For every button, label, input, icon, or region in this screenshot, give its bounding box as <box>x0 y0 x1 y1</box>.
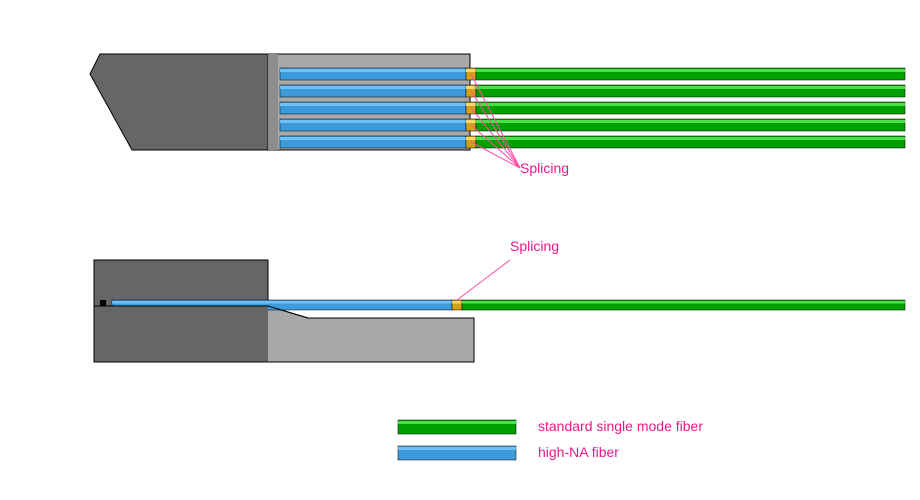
bottom-upper-block <box>94 260 268 306</box>
legend-label-blue: high-NA fiber <box>538 444 619 460</box>
top-endcap-block <box>90 54 268 150</box>
bottom-splice-line <box>457 260 510 300</box>
splicing-label-top: Splicing <box>520 160 569 176</box>
top-fibers-group <box>280 68 905 148</box>
legend-group <box>398 420 516 460</box>
splicing-label-bottom: Splicing <box>510 238 559 254</box>
legend-label-green: standard single mode fiber <box>538 418 703 434</box>
diagram-canvas <box>0 0 920 500</box>
top-separator <box>268 54 278 150</box>
